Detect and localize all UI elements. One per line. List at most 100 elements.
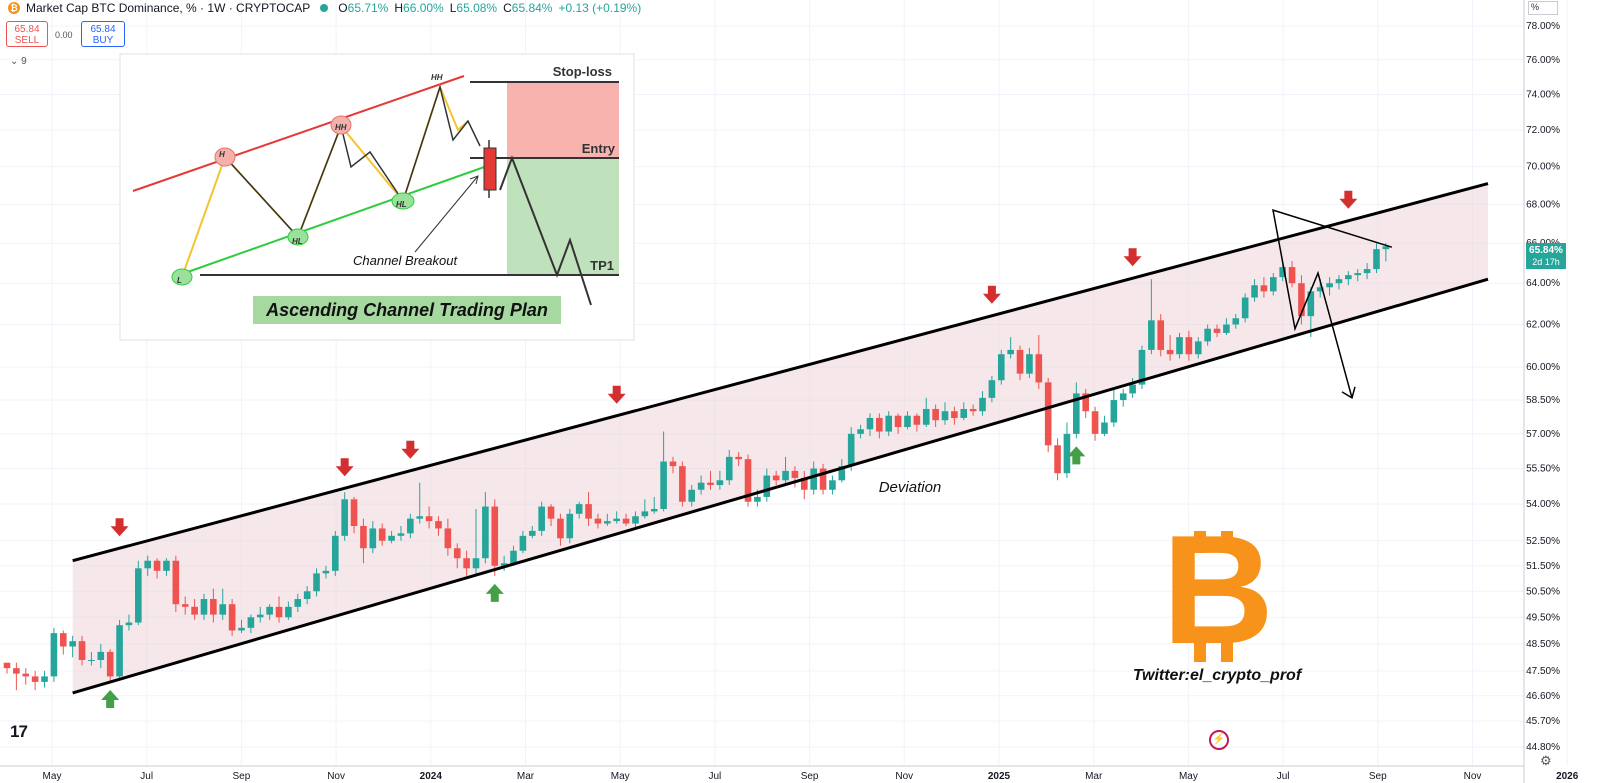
pivot-H: H [219, 150, 225, 159]
candle [528, 525, 536, 539]
breakout-pointer [414, 175, 479, 253]
candle [1054, 438, 1061, 481]
x-tick-label: Nov [895, 771, 913, 782]
inset-lower-line [181, 164, 491, 275]
sell-marker-icon [607, 385, 626, 404]
candle [1288, 261, 1296, 288]
change-value: +0.13 (+0.19%) [558, 1, 642, 15]
candle [1026, 347, 1033, 379]
sell-label: SELL [14, 35, 40, 46]
candle [641, 499, 649, 519]
inset-panel: Stop-loss Entry TP1 L H HL HH HL HH Chan… [119, 53, 635, 341]
pivot-HL-2: HL [396, 200, 407, 209]
inset-upper-line [132, 75, 465, 192]
inset-path-dark [224, 84, 481, 239]
sell-button[interactable]: 65.84 SELL [6, 21, 48, 47]
candle [322, 565, 330, 579]
candle [59, 630, 67, 655]
candle [585, 492, 592, 526]
candle [1073, 382, 1080, 439]
candle [247, 614, 255, 634]
candle [1241, 293, 1249, 323]
candle [1223, 318, 1230, 336]
candle [341, 492, 348, 541]
scale-mode-button[interactable]: % [1528, 1, 1558, 15]
symbol-title[interactable]: Market Cap BTC Dominance, % · 1W · CRYPT… [26, 1, 311, 15]
high-value: 66.00% [403, 1, 444, 15]
candle [857, 424, 864, 439]
tradingview-logo: 17 [10, 722, 28, 741]
projection-arrowhead [1341, 386, 1356, 399]
open-value: 65.71% [347, 1, 389, 15]
y-tick-label: 48.50% [1526, 639, 1560, 650]
candle [1101, 415, 1108, 437]
channel-lower-line[interactable] [72, 277, 1489, 695]
gear-icon[interactable]: ⚙ [1540, 753, 1552, 768]
close-value: 65.84% [511, 1, 553, 15]
y-tick-label: 72.00% [1526, 125, 1560, 136]
y-tick-label: 57.00% [1526, 429, 1560, 440]
channel-fill [72, 183, 1488, 693]
y-tick-label: 58.50% [1526, 395, 1560, 406]
candle [313, 568, 320, 597]
candle [669, 456, 677, 474]
bolt-icon[interactable]: ⚡ [1209, 730, 1229, 750]
candle [1044, 378, 1052, 453]
candle [22, 668, 30, 685]
candle [744, 454, 752, 507]
deviation-label: Deviation [879, 479, 942, 496]
candle [1035, 335, 1043, 389]
spread-value: 0.00 [55, 30, 73, 40]
candle [904, 411, 911, 430]
candle [1363, 263, 1371, 280]
candle [632, 511, 639, 529]
candle [453, 543, 461, 569]
candle [575, 501, 583, 519]
buy-label: BUY [92, 35, 114, 46]
candle [829, 475, 836, 495]
candle [566, 508, 574, 544]
candle [866, 413, 874, 437]
sell-marker-icon [1339, 190, 1358, 209]
candle [135, 560, 142, 626]
low-label: L [449, 1, 457, 15]
candle [1129, 378, 1136, 398]
candle [735, 452, 742, 467]
pivot-HH-2: HH [431, 73, 443, 82]
x-tick-label: May [611, 771, 630, 782]
price-axis[interactable]: 78.00%76.00%74.00%72.00%70.00%68.00%66.0… [1526, 21, 1560, 753]
candle [951, 406, 958, 425]
x-tick-label: Jul [1277, 771, 1290, 782]
time-axis[interactable]: May Jul Sep Nov 2024 Mar May Jul Sep Nov 2025 Mar Ma… [43, 771, 1579, 782]
sell-marker-icon [1123, 248, 1142, 267]
projection-path[interactable] [1272, 209, 1393, 399]
candle [1082, 388, 1089, 418]
candle [960, 402, 968, 421]
buy-marker-icon [101, 690, 120, 709]
candle [791, 466, 799, 488]
buy-marker-icon [485, 583, 504, 602]
candle [716, 470, 724, 490]
candle [922, 397, 930, 428]
candle [106, 649, 114, 682]
indicators-toggle[interactable]: ⌄ 9 [10, 56, 27, 67]
candle [660, 431, 667, 512]
entry-label: Entry [582, 141, 616, 156]
candle [707, 470, 714, 490]
buy-button[interactable]: 65.84 BUY [81, 21, 125, 47]
pivot-L: L [177, 276, 182, 285]
y-tick-label: 64.00% [1526, 278, 1560, 289]
x-tick-label: Nov [1464, 771, 1482, 782]
y-tick-label: 49.50% [1526, 612, 1560, 623]
x-tick-label: 2026 [1556, 771, 1579, 782]
low-value: 65.08% [456, 1, 498, 15]
candle [1091, 406, 1099, 441]
y-tick-label: 45.70% [1526, 716, 1560, 727]
y-tick-label: 78.00% [1526, 21, 1560, 32]
candle [510, 545, 517, 566]
channel-upper-line[interactable] [72, 182, 1489, 563]
y-tick-label: 44.80% [1526, 742, 1560, 753]
y-tick-label: 46.60% [1526, 691, 1560, 702]
candle [144, 555, 151, 576]
